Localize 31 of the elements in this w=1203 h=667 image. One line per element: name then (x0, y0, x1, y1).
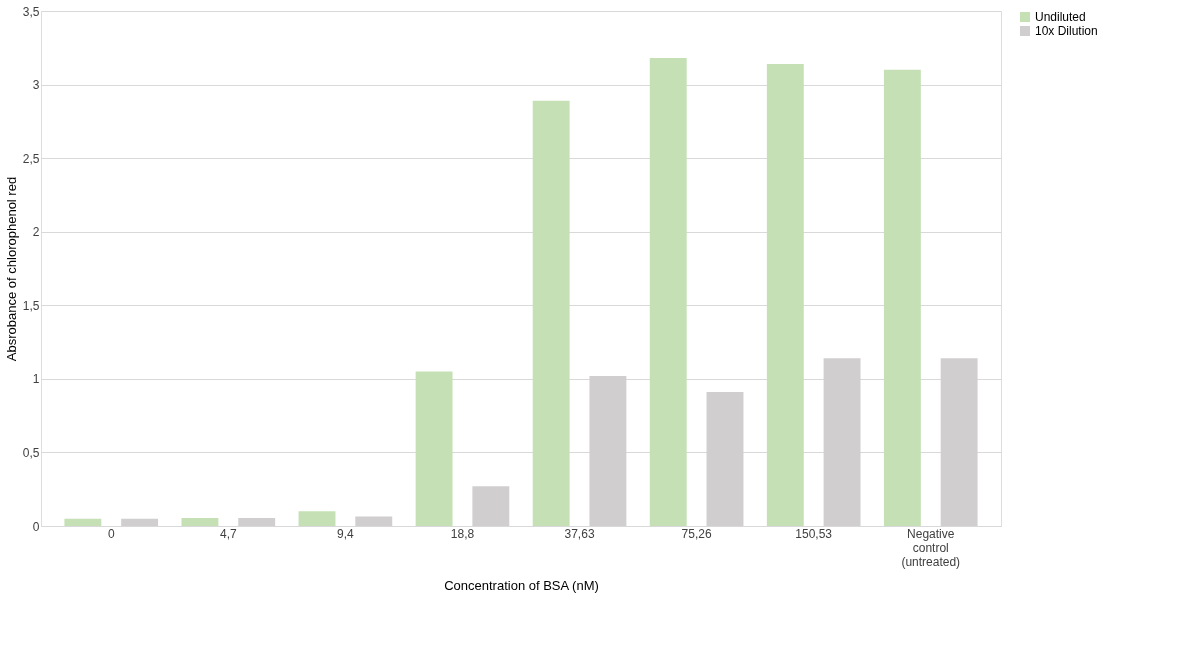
bar (181, 517, 219, 526)
x-tick-label: 18,8 (450, 526, 475, 541)
bar (472, 486, 510, 526)
legend-label: Undiluted (1035, 10, 1086, 24)
bar (532, 100, 570, 526)
bar (238, 517, 276, 526)
x-tick-label: 37,63 (564, 526, 595, 541)
x-tick-label: 150,53 (795, 526, 833, 541)
y-tick-label: 3,5 (22, 4, 40, 19)
y-tick-label: 2 (32, 225, 40, 240)
bar (415, 371, 453, 526)
bar (298, 511, 336, 526)
bar (883, 69, 921, 526)
x-tick-label: 0 (107, 526, 115, 541)
x-axis-title: Concentration of BSA (nM) (444, 577, 599, 593)
legend-label: 10x Dilution (1035, 24, 1098, 38)
bar (766, 63, 804, 526)
x-tick-label: 4,7 (219, 526, 237, 541)
x-tick-label: 75,26 (681, 526, 712, 541)
bar (64, 518, 102, 526)
bar (649, 58, 687, 526)
y-tick-label: 1,5 (22, 298, 40, 313)
y-tick-label: 2,5 (22, 151, 40, 166)
y-tick-label: 1 (32, 372, 40, 387)
x-tick-label: Negative control (untreated) (901, 526, 961, 569)
bar (355, 516, 393, 526)
y-tick-label: 3 (32, 78, 40, 93)
x-tick-label: 9,4 (337, 526, 355, 541)
y-tick-label: 0,5 (22, 445, 40, 460)
y-axis-title: Absrobance of chlorophenol red (3, 176, 19, 362)
bar (121, 518, 159, 526)
